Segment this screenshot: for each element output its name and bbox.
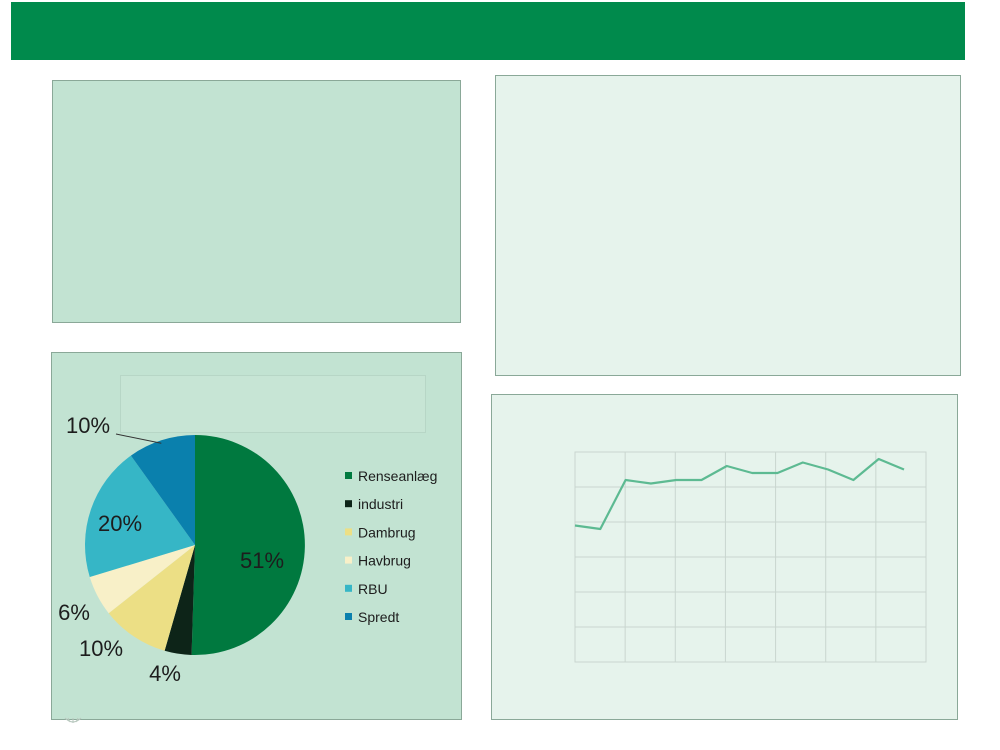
pie-slice-1: [164, 545, 195, 655]
legend-swatch-4: [345, 584, 352, 592]
pie-slice-3: [89, 545, 195, 614]
pie-slice-label-3: 6%: [58, 600, 90, 625]
pie-slice-4: [85, 455, 195, 578]
legend-swatch-1: [345, 500, 352, 508]
text-panel-top-right: [495, 75, 961, 376]
pie-slice-5: [130, 435, 195, 545]
legend-swatch-5: [345, 613, 352, 620]
footer-logo-icon: [64, 717, 82, 723]
pie-slice-label-5: 10%: [66, 413, 110, 438]
legend-swatch-0: [345, 472, 352, 479]
pie-slice-0: [191, 435, 305, 655]
pie-leader-line: [115, 433, 162, 444]
legend-label-0: Renseanlæg: [358, 468, 437, 484]
legend-label-1: industri: [358, 496, 403, 512]
legend-label-2: Dambrug: [358, 524, 416, 540]
legend-swatch-3: [345, 556, 352, 564]
line-series-0: [574, 457, 905, 531]
text-panel-top-left: [52, 80, 461, 323]
pie-slice-2: [108, 545, 195, 651]
pie-slice-label-2: 10%: [79, 636, 123, 661]
pie-slice-label-4: 20%: [98, 511, 142, 536]
legend-label-5: Spredt: [358, 609, 399, 625]
header-bar: [11, 2, 965, 60]
legend-label-3: Havbrug: [358, 553, 411, 569]
legend-label-4: RBU: [358, 581, 388, 597]
pie-chart-title-box: [120, 375, 426, 433]
pie-slice-label-0: 51%: [240, 548, 284, 573]
pie-slice-label-1: 4%: [149, 661, 181, 686]
legend-swatch-2: [345, 528, 352, 536]
